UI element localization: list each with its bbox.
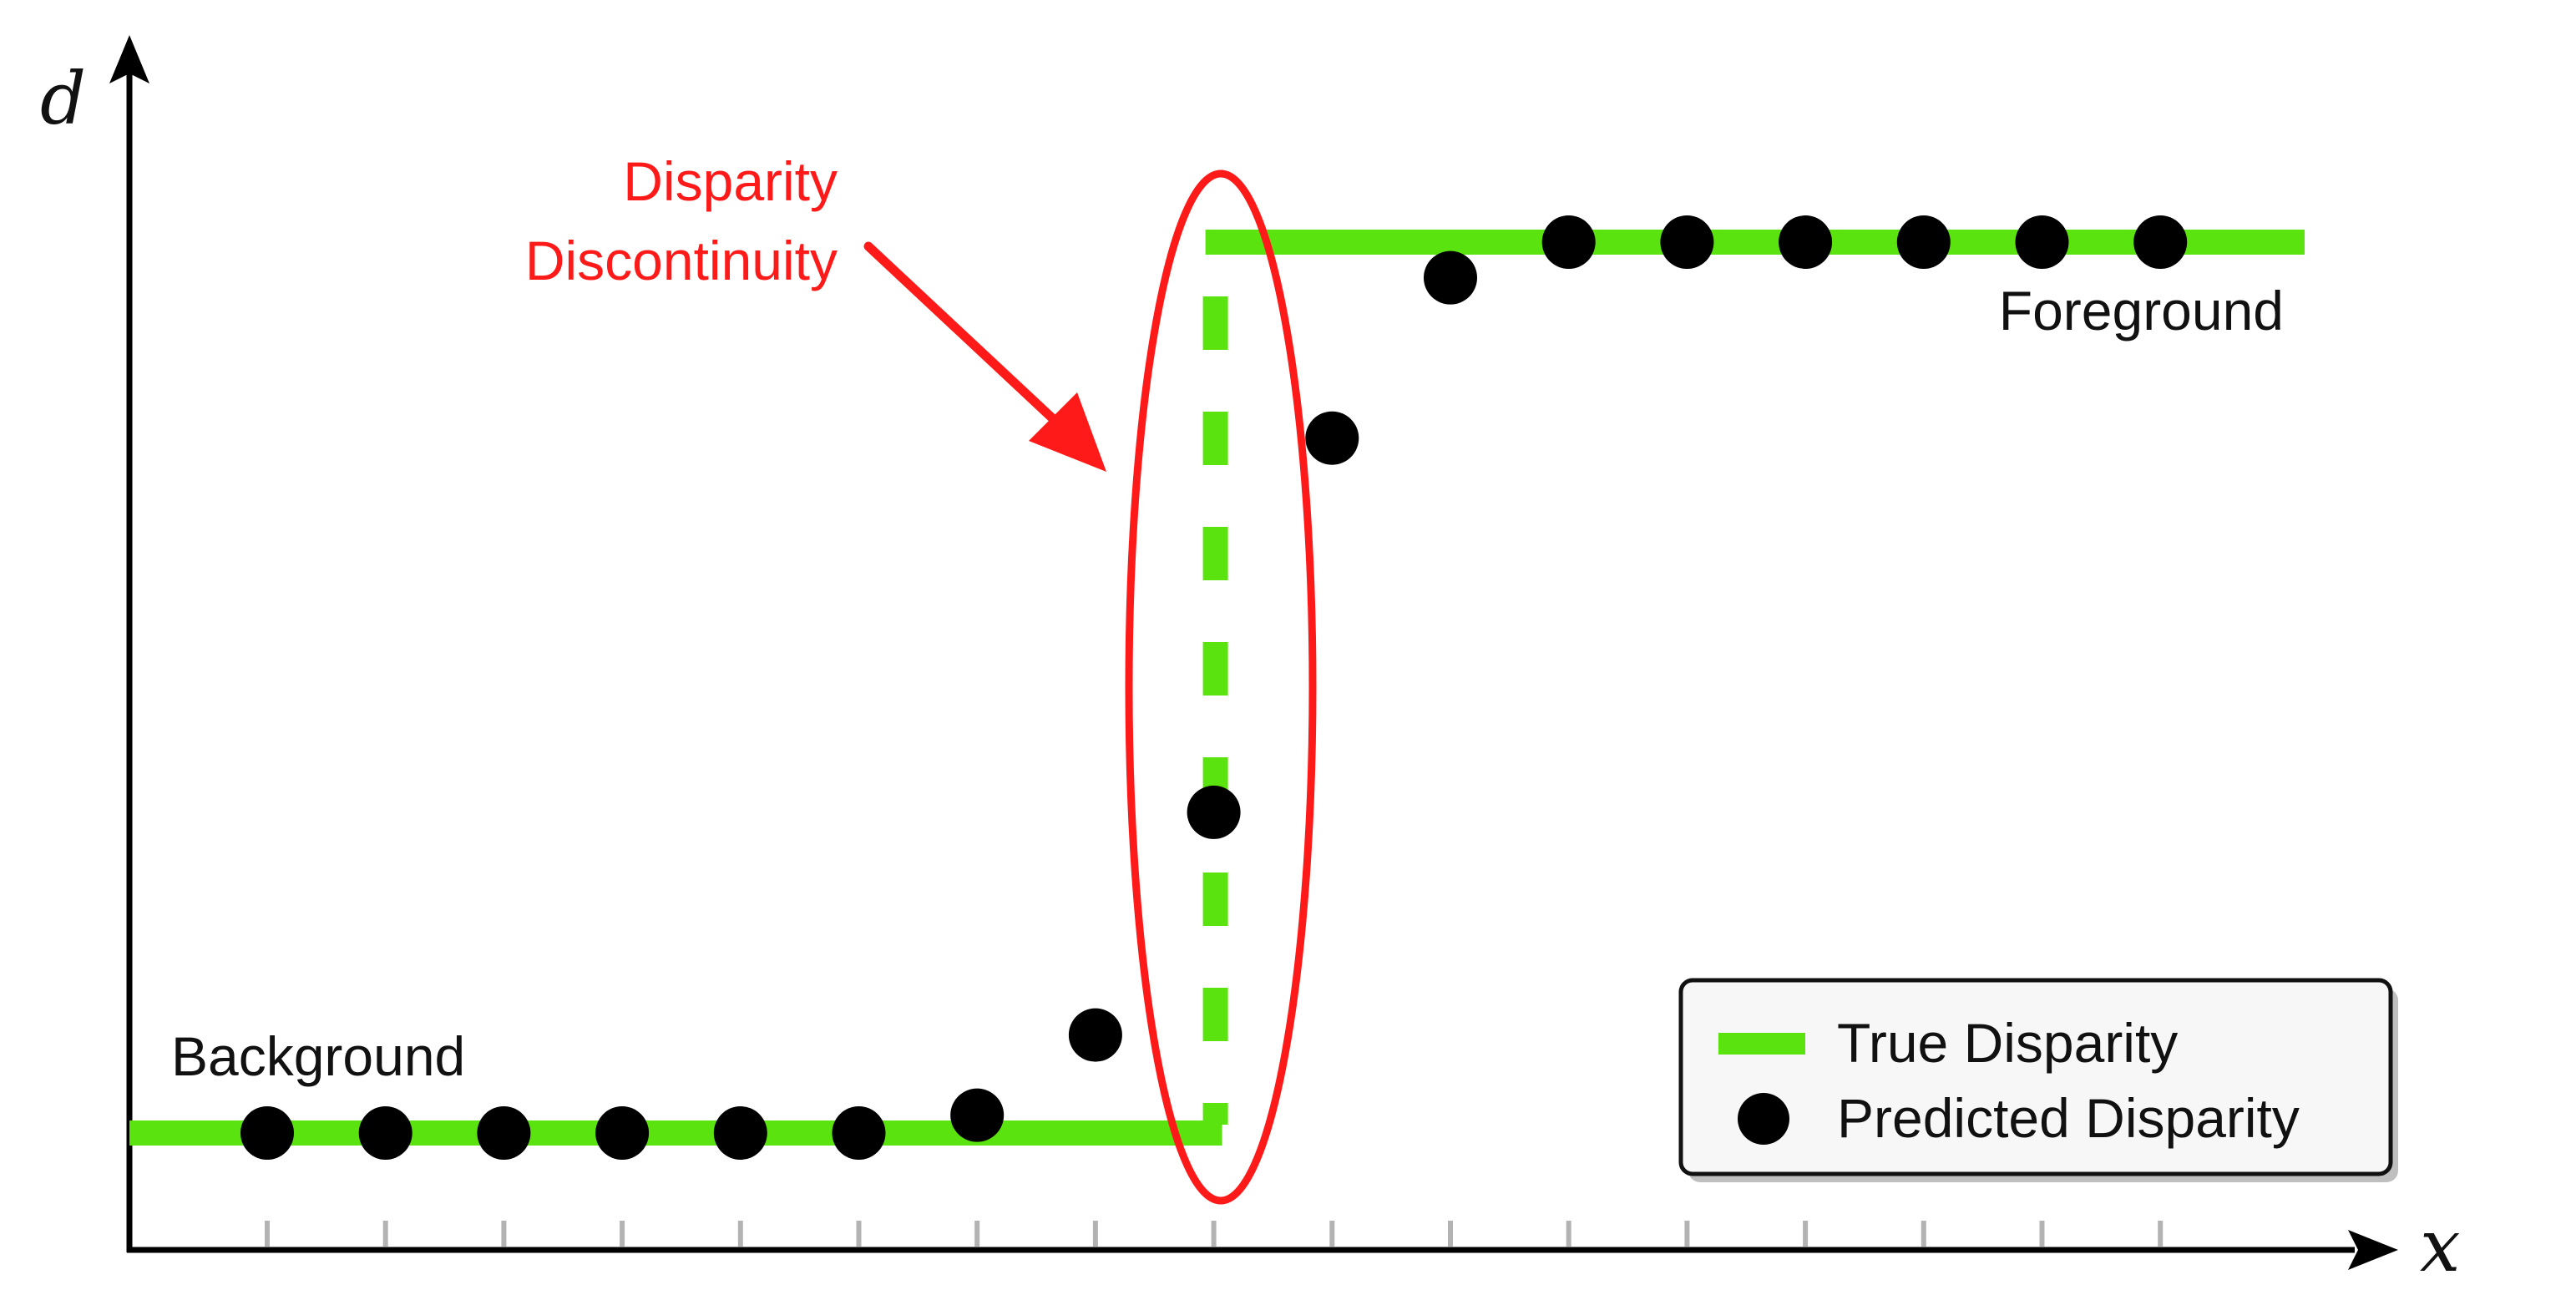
predicted-point: [477, 1106, 531, 1160]
predicted-point: [1779, 215, 1833, 269]
predicted-point: [1068, 1008, 1122, 1062]
discontinuity-ellipse: [1125, 169, 1317, 1205]
predicted-point: [2015, 215, 2069, 269]
x-axis-arrowhead: [2348, 1230, 2398, 1270]
true-disparity-line: [129, 230, 2305, 1146]
legend-pred-swatch: [1738, 1093, 1789, 1145]
predicted-disparity-points: [240, 215, 2188, 1160]
predicted-point: [2133, 215, 2188, 269]
foreground-label: Foreground: [1999, 280, 2284, 341]
predicted-point: [1660, 215, 1714, 269]
annotation-line-1: Disparity: [623, 150, 838, 212]
predicted-point: [713, 1106, 767, 1160]
x-axis-label: x: [2420, 1205, 2461, 1288]
y-axis-arrowhead: [109, 35, 149, 83]
annotation-line-2: Discontinuity: [525, 230, 838, 291]
legend-true-label: True Disparity: [1837, 1012, 2178, 1074]
x-axis-ticks: [265, 1221, 2164, 1247]
discontinuity-annotation: Disparity Discontinuity: [525, 150, 1106, 472]
predicted-point: [1541, 215, 1596, 269]
background-label: Background: [171, 1025, 465, 1087]
predicted-point: [1187, 785, 1241, 839]
predicted-point: [595, 1106, 650, 1160]
predicted-point: [358, 1106, 412, 1160]
y-axis-label: d: [40, 58, 86, 141]
annotation-arrowhead: [1029, 392, 1106, 472]
legend-pred-label: Predicted Disparity: [1837, 1087, 2300, 1149]
legend: True Disparity Predicted Disparity: [1678, 978, 2398, 1182]
predicted-point: [950, 1088, 1005, 1142]
axes: d x: [40, 35, 2461, 1288]
annotation-arrow-shaft: [863, 241, 1065, 431]
predicted-point: [240, 1106, 294, 1160]
legend-box: [1678, 978, 2393, 1176]
predicted-point: [832, 1106, 886, 1160]
predicted-point: [1424, 250, 1477, 305]
predicted-point: [1896, 215, 1951, 269]
predicted-point: [1305, 411, 1359, 465]
